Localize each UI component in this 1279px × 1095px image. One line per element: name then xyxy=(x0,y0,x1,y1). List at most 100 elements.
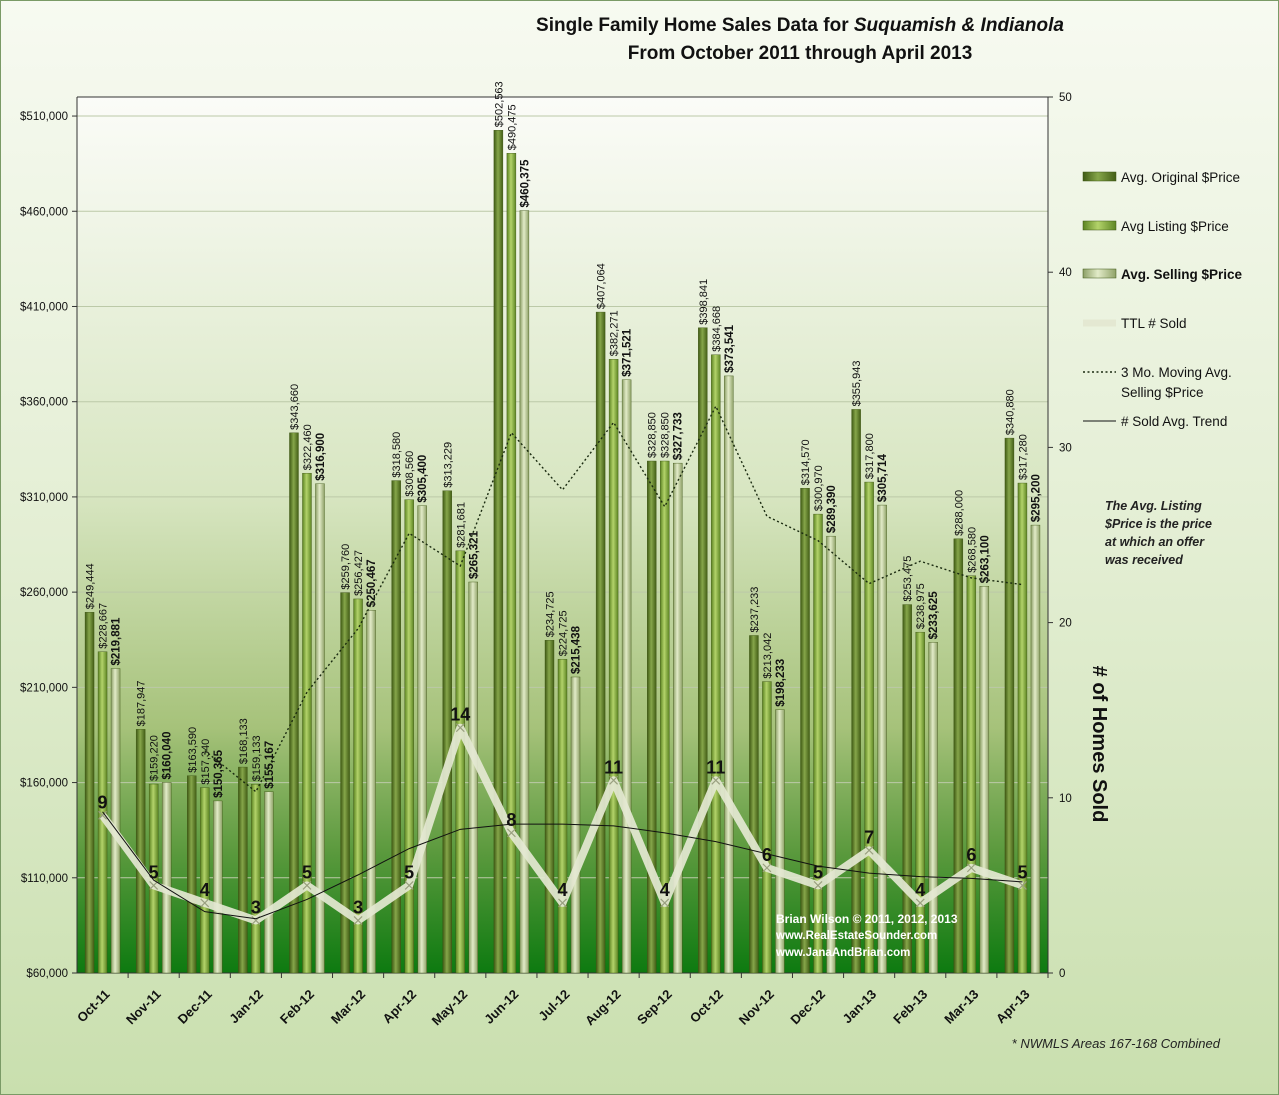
sold-count-label: 4 xyxy=(660,880,670,900)
bar-original-price-label: $407,064 xyxy=(596,263,608,309)
bar-selling-price-label: $150,365 xyxy=(213,749,225,798)
y-tick-label: $510,000 xyxy=(20,111,68,123)
bar-selling-price xyxy=(264,791,274,974)
sold-count-label: 5 xyxy=(149,862,159,882)
legend-swatch xyxy=(1082,268,1117,279)
bar-listing-price xyxy=(966,575,977,974)
legend-swatch xyxy=(1082,171,1117,182)
y2-tick-label: 0 xyxy=(1059,968,1065,980)
y2-tick-label: 10 xyxy=(1059,793,1072,805)
sold-count-label: 3 xyxy=(353,897,363,917)
y-tick-label: $110,000 xyxy=(21,873,68,885)
bar-selling-price-label: $327,733 xyxy=(673,412,685,460)
y2-tick-label: 40 xyxy=(1059,267,1072,279)
y2-axis-title: # of Homes Sold xyxy=(1088,666,1110,823)
bar-listing-price-label: $300,970 xyxy=(813,465,825,511)
credit-block: Brian Wilson © 2011, 2012, 2013 www.Real… xyxy=(775,912,958,959)
bar-selling-price-label: $289,390 xyxy=(826,485,838,533)
bar-listing-price-label: $308,560 xyxy=(404,451,416,497)
bar-listing-price xyxy=(711,354,721,974)
bar-selling-price-label: $316,900 xyxy=(315,433,327,481)
bar-original-price-label: $168,133 xyxy=(238,718,250,764)
y-tick-label: $160,000 xyxy=(20,778,68,790)
bar-listing-price-label: $159,220 xyxy=(149,735,161,781)
sold-count-label: 8 xyxy=(506,810,516,830)
chart-title-main: Single Family Home Sales Data for xyxy=(536,15,854,36)
sold-count-label: 6 xyxy=(762,845,772,865)
bar-original-price-label: $163,590 xyxy=(187,727,199,773)
sold-count-label: 9 xyxy=(98,792,108,812)
bar-selling-price xyxy=(417,505,427,974)
bar-original-price-label: $253,475 xyxy=(902,556,914,602)
ttl-sold-marker xyxy=(404,880,414,890)
bar-original-price-label: $314,570 xyxy=(800,439,812,485)
sold-count-label: 7 xyxy=(864,827,874,847)
y-tick-label: $260,000 xyxy=(20,587,68,599)
bar-selling-price xyxy=(468,581,478,974)
annotation-line: at which an offer xyxy=(1105,535,1205,549)
ttl-sold-marker xyxy=(200,898,210,908)
bar-listing-price-label: $317,280 xyxy=(1017,434,1029,480)
bar-listing-price xyxy=(302,472,312,974)
footnote: * NWMLS Areas 167-168 Combined xyxy=(1012,1036,1221,1051)
bar-listing-price-label: $268,580 xyxy=(966,527,978,573)
bar-original-price xyxy=(953,538,964,974)
bar-selling-price-label: $305,714 xyxy=(877,454,889,503)
bar-original-price-label: $340,880 xyxy=(1004,389,1016,435)
bar-original-price xyxy=(289,432,299,974)
bar-listing-price-label: $228,667 xyxy=(98,603,110,649)
ttl-sold-marker xyxy=(302,880,312,890)
bar-listing-price-label: $382,271 xyxy=(609,310,621,356)
legend: Avg. Original $Price Avg Listing $Price Av… xyxy=(1082,170,1243,429)
sold-count-label: 4 xyxy=(557,880,567,900)
bar-original-price xyxy=(544,640,555,974)
ttl-sold-marker xyxy=(353,916,363,925)
credit-line: www.JanaAndBrian.com xyxy=(775,947,910,959)
bar-selling-price-label: $250,467 xyxy=(366,559,378,607)
ttl-sold-marker xyxy=(813,880,823,890)
chart-title-place: Suquamish & Indianola xyxy=(854,15,1065,36)
bar-selling-price-label: $198,233 xyxy=(775,659,787,707)
bar-selling-price-label: $371,521 xyxy=(622,328,634,377)
bar-listing-price xyxy=(813,513,823,974)
bar-original-price-label: $398,841 xyxy=(698,279,710,325)
bar-listing-price-label: $281,681 xyxy=(455,502,467,548)
ttl-sold-marker xyxy=(762,863,772,873)
line-series xyxy=(98,404,1027,925)
annotation-line: was received xyxy=(1105,553,1183,567)
sold-count-label: 3 xyxy=(251,897,261,917)
sold-count-label: 4 xyxy=(200,880,210,900)
bar-selling-price xyxy=(161,782,172,974)
bar-selling-price xyxy=(621,379,632,974)
ttl-sold-marker xyxy=(864,845,874,855)
y-tick-label: $360,000 xyxy=(20,397,68,409)
bar-original-price-label: $249,444 xyxy=(85,563,97,609)
bar-original-price xyxy=(851,409,861,974)
bar-selling-price xyxy=(519,210,530,974)
bar-listing-price-label: $328,850 xyxy=(660,412,672,458)
y2-tick-label: 20 xyxy=(1059,618,1072,630)
credit-line: www.RealEstateSounder.com xyxy=(775,930,937,942)
sold-count-label: 11 xyxy=(604,757,623,777)
annotation-line: $Price is the price xyxy=(1104,517,1212,531)
bar-listing-price xyxy=(1017,482,1028,974)
sold-trend-line xyxy=(102,811,1023,920)
bar-listing-price xyxy=(915,631,925,974)
bar-selling-price-label: $215,438 xyxy=(571,625,583,674)
bar-selling-price xyxy=(979,586,990,974)
bar-listing-price xyxy=(506,153,517,974)
sold-count-label: 4 xyxy=(915,880,925,900)
bar-selling-price xyxy=(775,709,785,974)
bar-selling-price-label: $263,100 xyxy=(979,535,991,583)
bar-original-price xyxy=(902,604,912,974)
bar-selling-price-label: $265,321 xyxy=(468,530,480,579)
legend-swatch xyxy=(1082,220,1117,231)
bar-listing-price xyxy=(404,499,414,974)
bar-listing-price xyxy=(353,598,363,974)
ttl-sold-marker xyxy=(98,810,107,820)
bar-original-price xyxy=(1004,437,1015,974)
legend-label: # Sold Avg. Trend xyxy=(1121,414,1227,429)
bar-listing-price-label: $213,042 xyxy=(762,633,774,679)
bar-listing-price xyxy=(557,659,568,974)
bar-original-price-label: $328,850 xyxy=(647,412,659,458)
